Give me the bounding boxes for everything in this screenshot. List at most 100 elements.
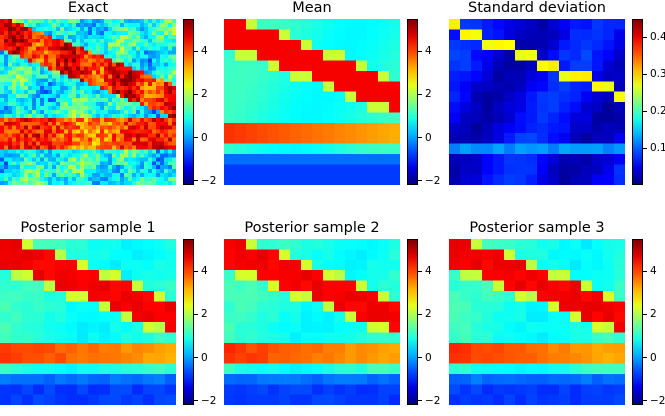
heatmap-cell xyxy=(312,153,324,165)
heatmap-cell xyxy=(493,122,505,134)
heatmap-cell xyxy=(16,82,21,87)
heatmap-cell xyxy=(592,112,604,124)
heatmap-cell xyxy=(614,122,625,134)
heatmap-cell xyxy=(449,39,461,51)
heatmap-cell xyxy=(235,384,247,396)
heatmap-cell xyxy=(120,78,125,83)
heatmap-cell xyxy=(581,301,593,313)
heatmap-cell xyxy=(48,62,53,68)
heatmap-cell xyxy=(116,78,121,83)
heatmap-cell xyxy=(143,290,155,302)
heatmap-cell xyxy=(312,353,324,365)
heatmap-cell xyxy=(55,394,67,405)
heatmap-cell xyxy=(581,311,593,323)
heatmap-cell xyxy=(537,342,549,354)
heatmap-cell xyxy=(84,98,89,103)
heatmap-cell xyxy=(108,153,113,158)
heatmap-cell xyxy=(100,62,105,68)
heatmap-cell xyxy=(64,22,69,28)
heatmap-cell xyxy=(120,50,125,56)
heatmap-cell xyxy=(8,149,13,154)
heatmap-cell xyxy=(20,157,25,162)
heatmap-cell xyxy=(148,169,153,174)
heatmap-cell xyxy=(112,121,117,127)
heatmap-cell xyxy=(56,94,61,99)
heatmap-cell xyxy=(224,270,236,282)
heatmap-cell xyxy=(246,290,258,302)
heatmap-cell xyxy=(168,22,173,28)
heatmap-cell xyxy=(389,384,400,396)
heatmap-cell xyxy=(471,280,483,292)
heatmap-cell xyxy=(279,133,291,145)
heatmap-cell xyxy=(32,102,37,107)
heatmap-cell xyxy=(290,239,302,250)
heatmap-cell xyxy=(156,137,161,143)
heatmap-cell xyxy=(55,384,67,396)
heatmap-cell xyxy=(96,38,101,44)
heatmap-cell xyxy=(148,145,153,151)
heatmap-cell xyxy=(356,102,368,113)
heatmap-cell xyxy=(12,141,17,147)
heatmap-cell xyxy=(592,239,604,250)
heatmap-cell xyxy=(132,280,144,292)
heatmap-cell xyxy=(120,22,125,28)
heatmap-cell xyxy=(548,174,560,185)
heatmap-cell xyxy=(164,169,169,174)
heatmap-cell xyxy=(132,161,137,166)
heatmap-cell xyxy=(68,94,73,99)
heatmap-cell xyxy=(16,30,21,36)
heatmap-cell xyxy=(323,133,335,145)
heatmap-cell xyxy=(20,26,25,32)
heatmap-cell xyxy=(460,143,472,155)
heatmap-cell xyxy=(72,181,77,185)
heatmap-cell xyxy=(72,94,77,99)
heatmap-cell xyxy=(24,165,29,170)
heatmap-cell xyxy=(268,164,280,176)
heatmap-cell xyxy=(168,157,173,162)
heatmap-cell xyxy=(128,141,133,147)
heatmap-cell xyxy=(24,38,29,44)
heatmap-cell xyxy=(80,109,85,115)
heatmap-cell xyxy=(68,153,73,158)
heatmap-cell xyxy=(80,153,85,158)
heatmap-cell xyxy=(11,259,23,271)
heatmap-cell xyxy=(165,301,176,313)
heatmap-cell xyxy=(72,19,77,24)
heatmap-cell xyxy=(449,122,461,134)
heatmap-cell xyxy=(108,137,113,143)
heatmap-cell xyxy=(52,161,57,166)
heatmap-cell xyxy=(471,301,483,313)
heatmap-cell xyxy=(96,105,101,111)
heatmap-cell xyxy=(526,60,538,72)
heatmap-cell xyxy=(140,62,145,68)
heatmap-cell xyxy=(72,105,77,111)
heatmap-cell xyxy=(16,153,21,158)
heatmap-cell xyxy=(84,133,89,139)
heatmap-cell xyxy=(52,82,57,87)
heatmap-cell xyxy=(136,86,141,91)
heatmap-cell xyxy=(246,153,258,165)
heatmap-cell xyxy=(72,30,77,36)
heatmap-cell xyxy=(24,117,29,123)
heatmap-cell xyxy=(301,311,313,323)
heatmap-cell xyxy=(104,181,109,185)
heatmap-cell xyxy=(290,81,302,93)
heatmap-cell xyxy=(345,373,357,385)
heatmap-cell xyxy=(64,54,69,60)
heatmap-cell xyxy=(88,322,100,333)
heatmap-cell xyxy=(104,19,109,24)
heatmap-cell xyxy=(88,145,93,151)
heatmap-cell xyxy=(16,78,21,83)
heatmap-cell xyxy=(104,38,109,44)
heatmap-cell xyxy=(257,60,269,72)
heatmap-cell xyxy=(290,311,302,323)
heatmap-cell xyxy=(482,280,494,292)
heatmap-cell xyxy=(268,174,280,185)
heatmap-cell xyxy=(8,78,13,83)
heatmap-cell xyxy=(92,129,97,135)
heatmap-cell xyxy=(56,133,61,139)
heatmap-cell xyxy=(80,165,85,170)
heatmap-cell xyxy=(116,137,121,143)
heatmap-cell xyxy=(116,94,121,99)
heatmap-cell xyxy=(449,363,461,375)
